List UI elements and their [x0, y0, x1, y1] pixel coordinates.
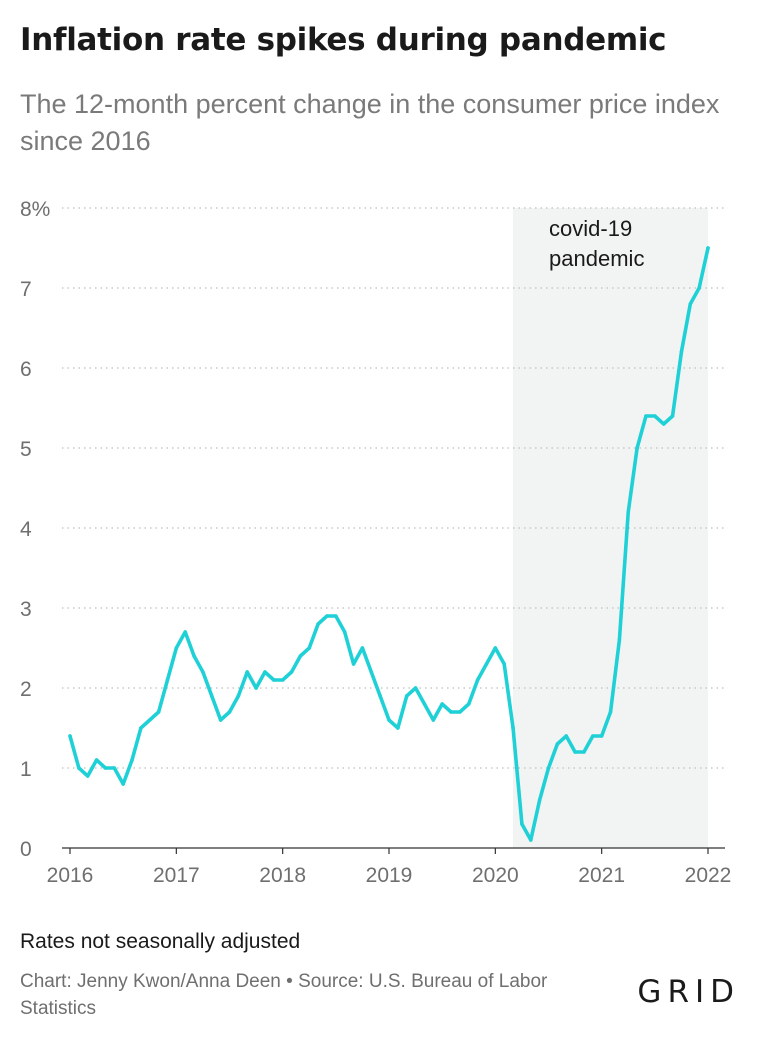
cpi-data-point — [458, 710, 462, 714]
cpi-data-point — [670, 414, 675, 418]
x-tick-label: 2021 — [578, 864, 625, 887]
cpi-data-point — [484, 662, 489, 666]
cpi-data-point — [85, 774, 90, 778]
cpi-data-point — [369, 670, 374, 674]
cpi-data-point — [661, 422, 666, 426]
chart-subtitle: The 12-month percent change in the consu… — [20, 89, 720, 156]
x-tick-label: 2016 — [47, 864, 94, 887]
cpi-data-point — [555, 742, 560, 746]
cpi-data-point — [201, 670, 205, 674]
cpi-data-point — [653, 414, 657, 418]
pandemic-shaded-region — [513, 208, 708, 848]
y-tick-label: 6 — [20, 358, 32, 381]
cpi-data-point — [68, 734, 72, 738]
cpi-data-point — [174, 646, 179, 650]
cpi-data-point — [147, 718, 152, 722]
cpi-data-point — [94, 758, 99, 762]
cpi-data-point — [396, 726, 400, 730]
cpi-data-point — [103, 766, 108, 770]
cpi-data-point — [626, 510, 631, 514]
cpi-data-point — [139, 726, 143, 730]
cpi-data-point — [307, 646, 312, 650]
cpi-data-point — [342, 630, 347, 634]
cpi-data-point — [192, 654, 196, 658]
pandemic-annotation: pandemic — [549, 246, 644, 271]
grid-logo: GRID — [637, 974, 740, 1010]
cpi-data-point — [520, 822, 524, 826]
cpi-data-point — [334, 614, 338, 618]
cpi-data-point — [573, 750, 577, 754]
cpi-data-point — [635, 446, 639, 450]
cpi-data-point — [688, 302, 693, 306]
y-tick-label: 0 — [20, 838, 32, 861]
cpi-data-point — [130, 758, 134, 762]
cpi-data-point — [112, 766, 117, 770]
cpi-data-point — [245, 670, 250, 674]
x-tick-label: 2017 — [153, 864, 200, 887]
cpi-data-point — [706, 246, 710, 250]
x-tick-label: 2018 — [259, 864, 306, 887]
x-tick-label: 2019 — [366, 864, 413, 887]
cpi-data-point — [537, 798, 542, 802]
cpi-data-point — [511, 726, 515, 730]
cpi-data-point — [466, 702, 471, 706]
chart-title: Inflation rate spikes during pandemic — [20, 22, 667, 58]
cpi-data-point — [316, 622, 320, 626]
cpi-data-point — [325, 614, 329, 618]
x-tick-label: 2022 — [685, 864, 732, 887]
y-tick-label: 5 — [20, 438, 32, 461]
cpi-data-point — [404, 694, 409, 698]
cpi-data-point — [156, 710, 161, 714]
cpi-data-point — [77, 766, 81, 770]
cpi-data-point — [263, 670, 267, 674]
cpi-data-point — [493, 646, 498, 650]
cpi-data-point — [351, 662, 356, 666]
cpi-data-point — [431, 718, 436, 722]
cpi-data-point — [599, 734, 604, 738]
cpi-data-point — [449, 710, 453, 714]
y-tick-label: 2 — [20, 678, 32, 701]
cpi-data-point — [644, 414, 648, 418]
x-tick-label: 2020 — [472, 864, 519, 887]
cpi-data-point — [183, 630, 187, 634]
cpi-data-point — [440, 702, 444, 706]
cpi-data-point — [475, 678, 480, 682]
cpi-data-point — [272, 678, 276, 682]
cpi-data-point — [360, 646, 365, 650]
line-chart: 0 1 2 3 4 5 6 7 8% 2016 2017 2018 2019 2020 2021 2022 co… — [20, 198, 732, 887]
cpi-data-point — [502, 662, 506, 666]
y-tick-label: 1 — [20, 758, 32, 781]
cpi-data-point — [422, 702, 427, 706]
cpi-data-point — [413, 686, 418, 690]
cpi-data-point — [608, 710, 613, 714]
cpi-data-point — [218, 718, 223, 722]
cpi-data-point — [378, 694, 382, 698]
cpi-data-point — [697, 286, 701, 290]
cpi-data-point — [564, 734, 569, 738]
cpi-data-point — [236, 694, 241, 698]
cpi-data-point — [209, 694, 214, 698]
cpi-data-point — [591, 734, 595, 738]
y-tick-label: 8% — [20, 198, 50, 221]
cpi-data-point — [387, 718, 391, 722]
cpi-data-point — [679, 350, 684, 354]
footnote: Rates not seasonally adjusted — [20, 930, 301, 953]
y-tick-label: 3 — [20, 598, 32, 621]
cpi-data-point — [617, 638, 622, 642]
y-tick-label: 7 — [20, 278, 32, 301]
cpi-data-point — [528, 838, 533, 842]
cpi-data-point — [546, 766, 551, 770]
cpi-data-point — [280, 678, 285, 682]
cpi-data-point — [165, 678, 170, 682]
cpi-data-point — [289, 670, 294, 674]
source-credit: Chart: Jenny Kwon/Anna Deen • Source: U.… — [20, 971, 548, 1019]
pandemic-annotation: covid-19 — [549, 216, 632, 241]
cpi-data-point — [121, 782, 125, 786]
cpi-data-point — [254, 686, 258, 690]
cpi-data-point — [227, 710, 232, 714]
cpi-data-point — [298, 654, 303, 658]
y-tick-label: 4 — [20, 518, 32, 541]
cpi-data-point — [582, 750, 586, 754]
